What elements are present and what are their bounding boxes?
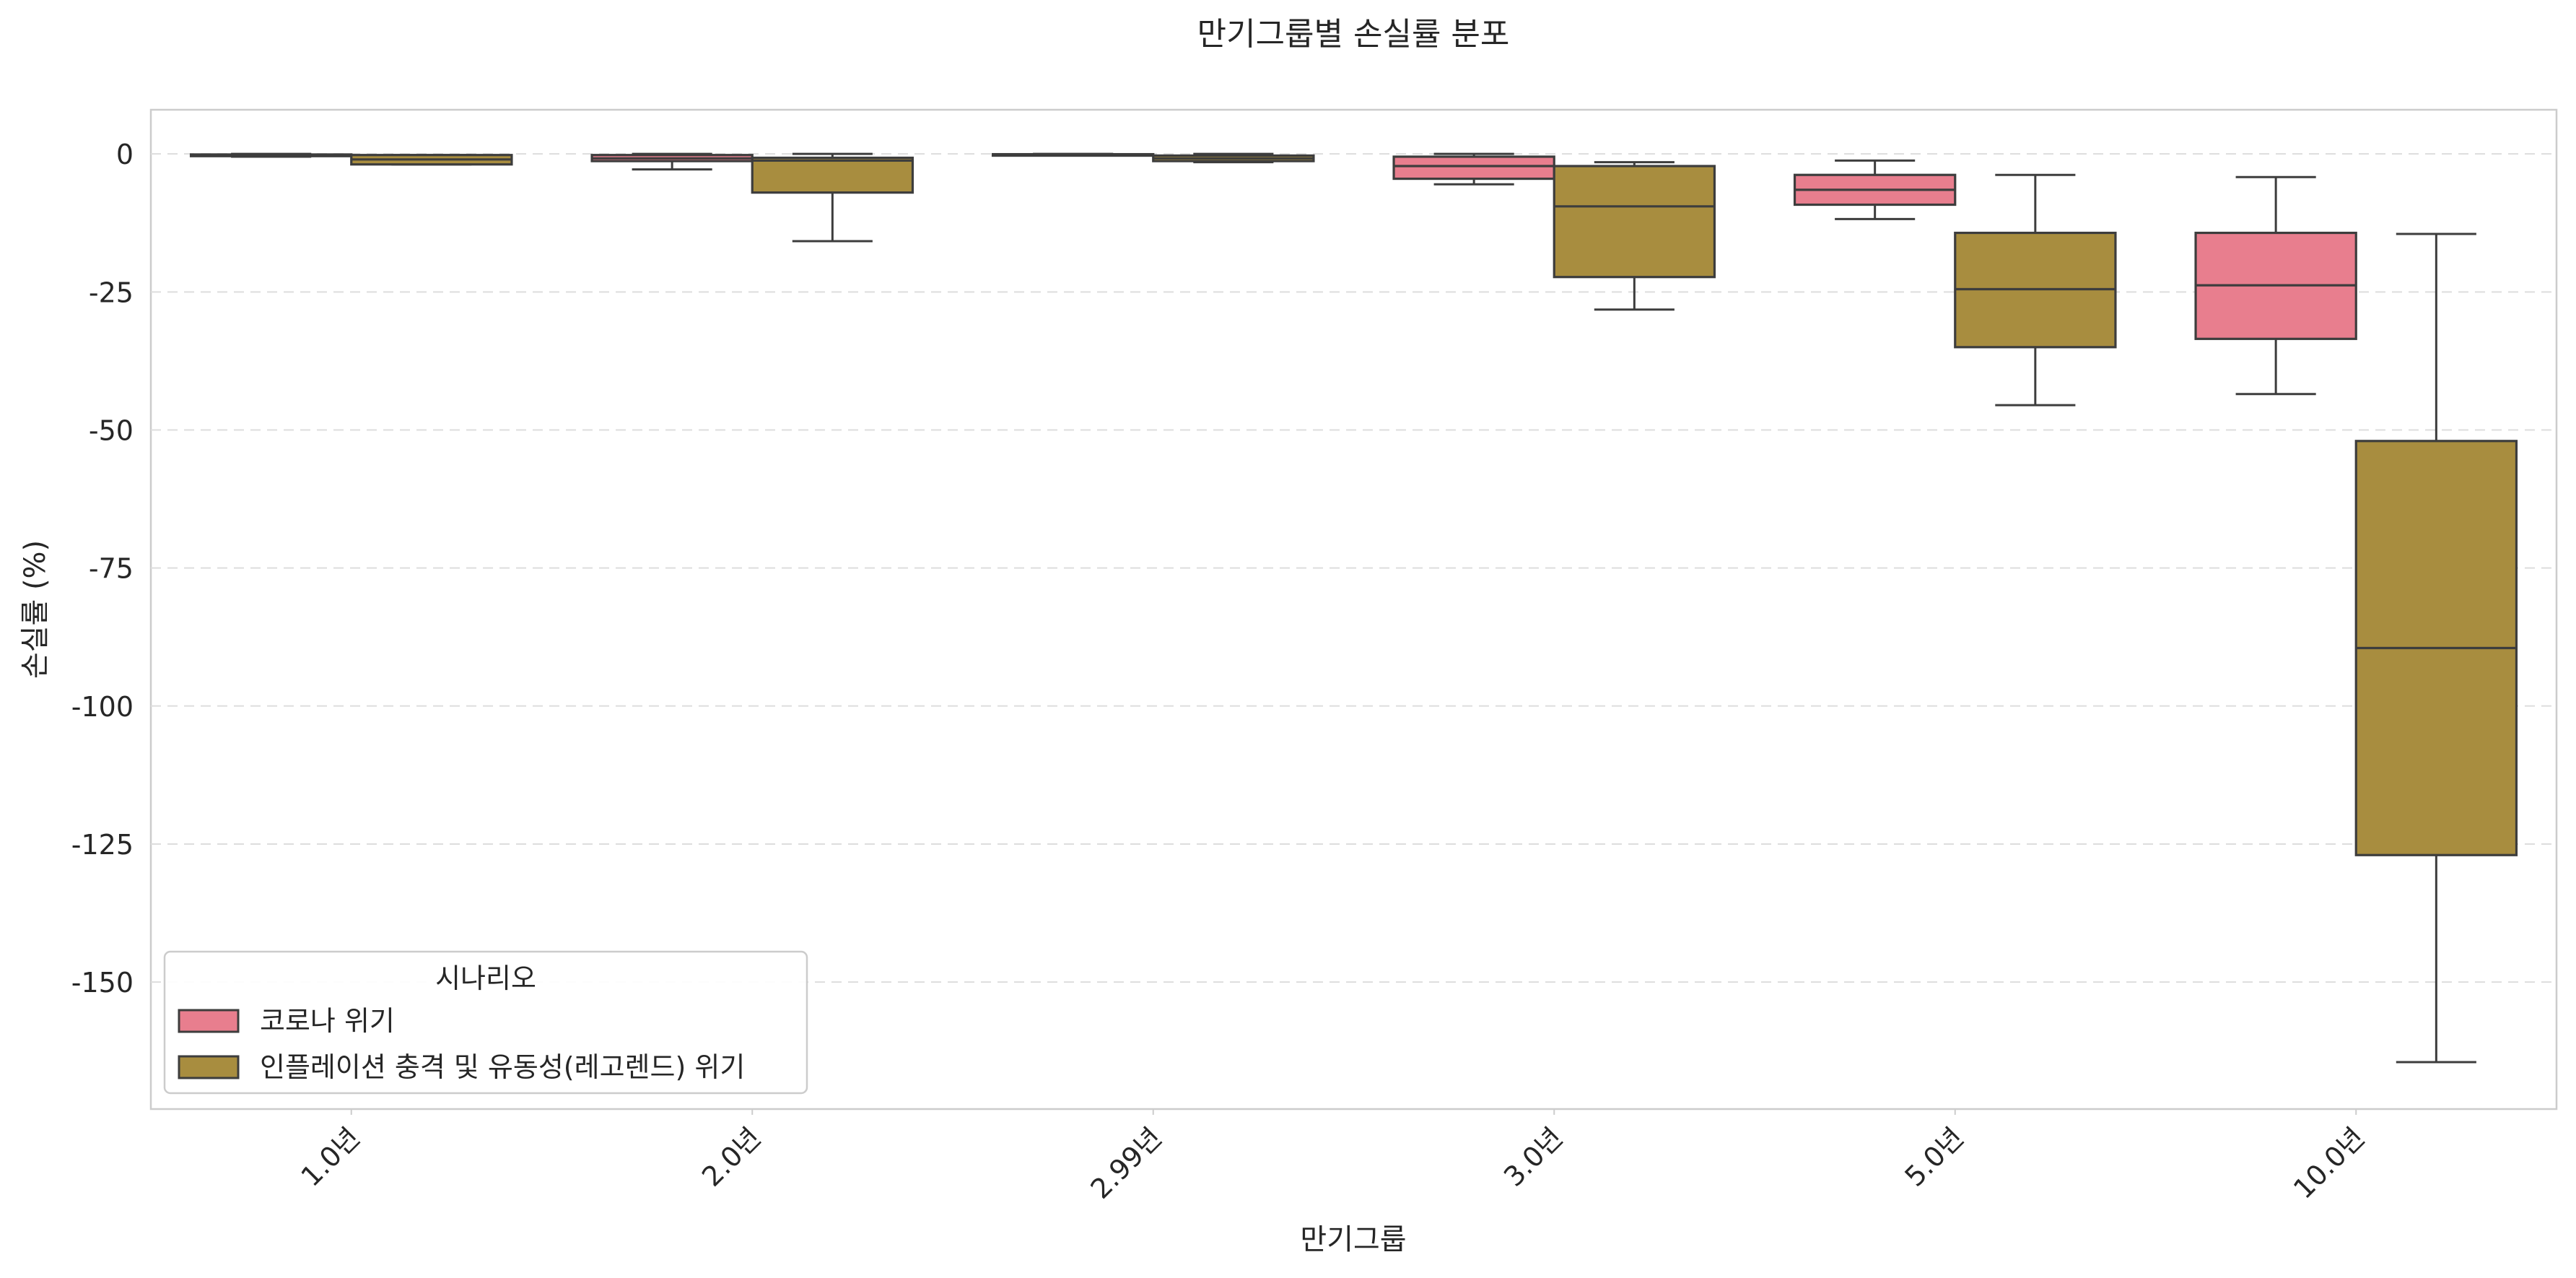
x-axis-ticks: 1.0년 2.0년 2.99년 3.0년 5.0년 10.0년 — [295, 1109, 2371, 1205]
y-tick-label: 0 — [116, 139, 134, 170]
box-1-series-1 — [751, 152, 914, 243]
y-tick-label: -75 — [89, 553, 134, 585]
y-axis-label: 손실률 (%) — [19, 540, 52, 679]
chart-title: 만기그룹별 손실률 분포 — [1197, 16, 1510, 53]
y-tick-label: -150 — [71, 967, 134, 999]
x-tick-label: 10.0년 — [2287, 1121, 2371, 1205]
box-5-series-1 — [2354, 232, 2518, 1064]
legend-frame — [163, 950, 808, 1095]
box-plots — [189, 152, 2518, 1064]
x-tick-label: 1.0년 — [295, 1121, 367, 1193]
box-3-series-1 — [1553, 161, 1716, 311]
x-tick-label: 2.99년 — [1084, 1121, 1168, 1205]
x-tick-label: 2.0년 — [696, 1121, 767, 1193]
legend-title: 시나리오 — [435, 962, 536, 994]
box-2-series-0 — [991, 152, 1155, 157]
x-tick-label: 3.0년 — [1498, 1121, 1569, 1193]
box-3-series-0 — [1392, 152, 1555, 186]
box-0-series-1 — [350, 154, 513, 166]
y-axis-ticks: 0 -25 -50 -75 -100 -125 -150 — [71, 139, 134, 999]
legend-label: 인플레이션 충격 및 유동성(레고렌드) 위기 — [260, 1051, 745, 1083]
box-0-series-0 — [189, 152, 353, 158]
box-2-series-1 — [1152, 152, 1315, 164]
box-4-series-1 — [1954, 173, 2117, 407]
x-axis-label: 만기그룹 — [1300, 1223, 1406, 1256]
x-tick-label: 5.0년 — [1899, 1121, 1970, 1193]
y-tick-label: -25 — [89, 277, 134, 308]
iqr-box — [751, 156, 914, 194]
box-5-series-0 — [2194, 175, 2357, 396]
legend-label: 코로나 위기 — [260, 1005, 395, 1037]
legend-swatch — [178, 1055, 240, 1079]
iqr-box — [1553, 165, 1716, 279]
legend-swatch — [178, 1009, 240, 1033]
plot-area — [149, 108, 2558, 1110]
y-tick-label: -50 — [89, 414, 134, 446]
box-4-series-0 — [1793, 159, 1957, 220]
y-tick-label: -100 — [71, 691, 134, 723]
iqr-box — [1392, 155, 1555, 181]
y-tick-label: -125 — [71, 829, 134, 861]
